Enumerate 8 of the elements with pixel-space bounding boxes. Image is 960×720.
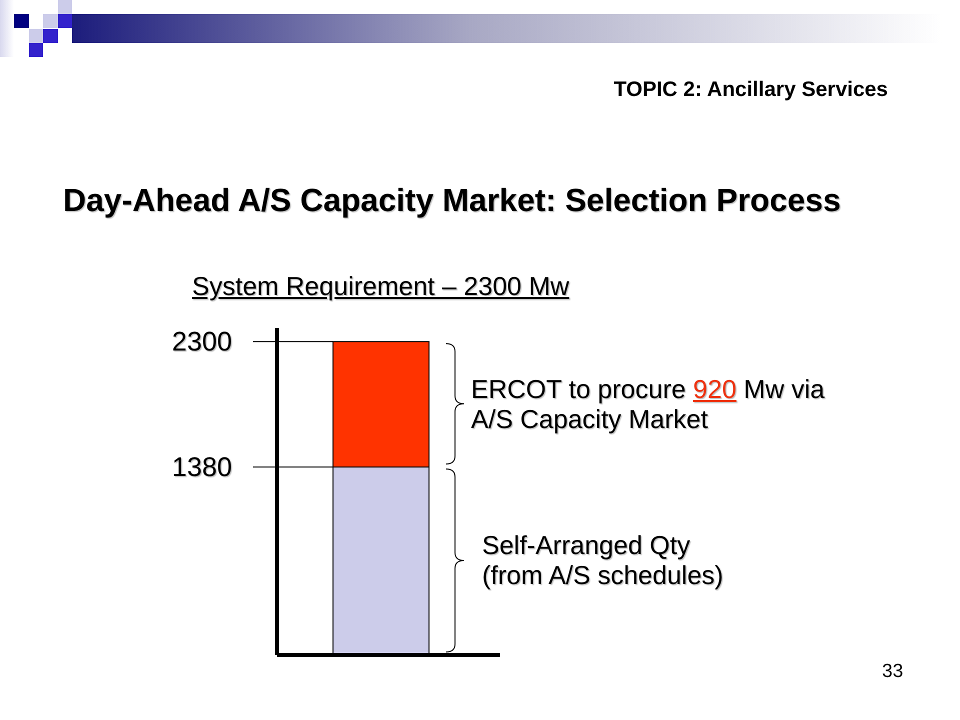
chart-title: Day-Ahead A/S Capacity Market: Selection Process [63,182,841,218]
y-tick-label: 2300 [172,326,232,357]
text: 33 [882,661,904,682]
text: Self-Arranged Qty (from A/S schedules) [482,530,724,590]
y-tick-label: 1380 [172,452,232,482]
chart-subtitle: System Requirement – 2300 Mw [192,271,570,301]
text: ERCOT to procure 920 Mw via A/S Capacity Market [471,374,825,434]
text: TOPIC 2: Ancillary Services [614,78,888,101]
